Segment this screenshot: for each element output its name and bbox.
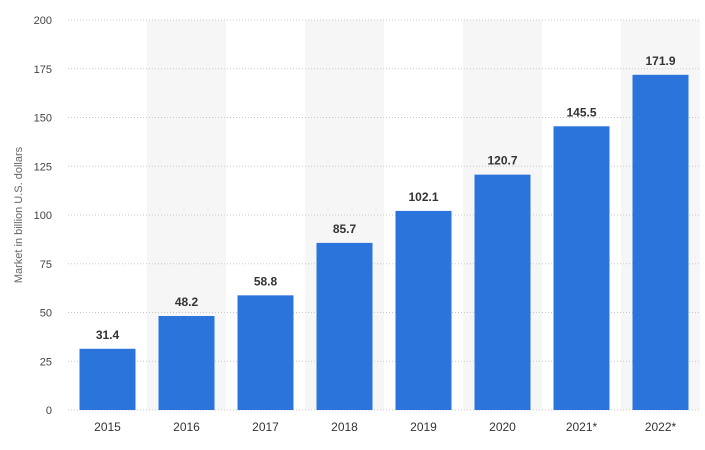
x-tick-label: 2021* [566,420,598,434]
bar [632,74,689,411]
y-tick-label: 100 [34,210,52,222]
bar [316,242,373,410]
y-tick-label: 0 [46,405,52,417]
bar [553,126,610,411]
value-labels: 31.4 48.2 58.8 85.7 102.1 120.7 145.5 171.9 [96,54,676,342]
value-label: 145.5 [566,105,596,119]
value-label: 120.7 [487,154,517,168]
x-tick-label: 2016 [173,420,200,434]
x-tick-label: 2018 [331,420,358,434]
y-axis-title: Market in billion U.S. dollars [13,146,25,283]
y-tick-label: 125 [34,161,52,173]
y-tick-label: 150 [34,113,52,125]
value-label: 58.8 [254,274,278,288]
value-label: 102.1 [408,190,438,204]
bar [158,316,215,410]
value-label: 48.2 [175,295,199,309]
x-tick-label: 2022* [645,420,677,434]
x-tick-label: 2020 [489,420,516,434]
y-tick-label: 25 [40,356,52,368]
x-tick-label: 2017 [252,420,279,434]
x-tick-label: 2019 [410,420,437,434]
bar [79,348,136,410]
bars [79,74,689,411]
bar [474,174,531,410]
bar [395,210,452,410]
y-tick-label: 50 [40,308,52,320]
y-axis-ticks: 0 25 50 75 100 125 150 175 200 [34,15,52,417]
y-tick-label: 200 [34,15,52,27]
bar [237,295,294,410]
y-tick-label: 175 [34,64,52,76]
y-tick-label: 75 [40,259,52,271]
x-tick-label: 2015 [94,420,121,434]
value-label: 171.9 [645,54,675,68]
value-label: 31.4 [96,328,120,342]
x-axis-ticks: 2015 2016 2017 2018 2019 2020 2021* 2022* [94,420,676,434]
value-label: 85.7 [333,222,357,236]
